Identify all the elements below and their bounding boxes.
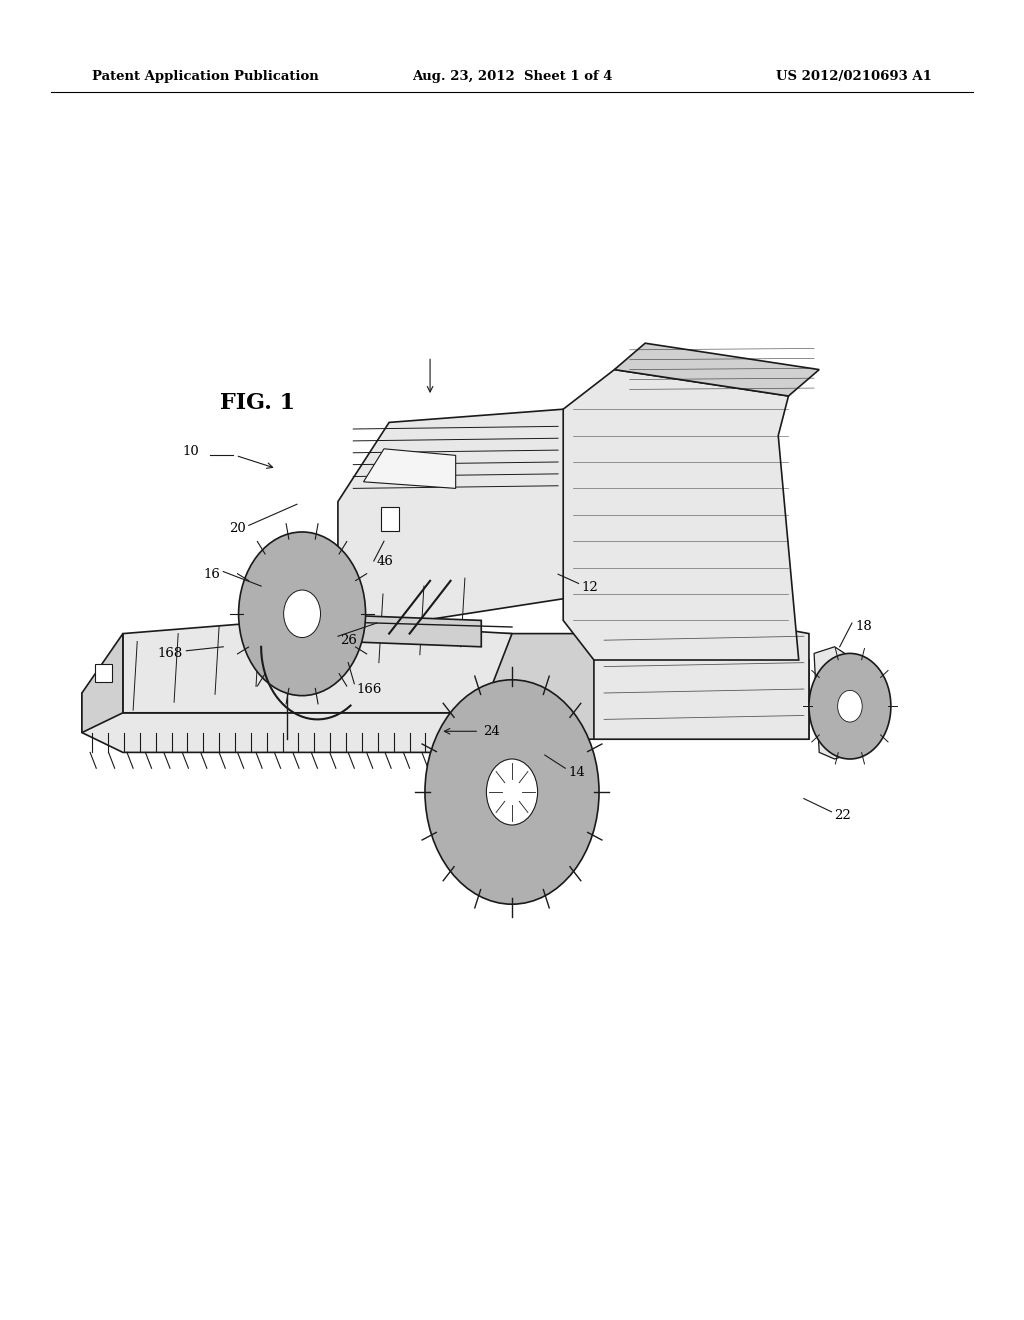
- Polygon shape: [307, 614, 481, 647]
- Circle shape: [838, 690, 862, 722]
- Text: 12: 12: [582, 581, 598, 594]
- Polygon shape: [338, 409, 594, 634]
- Text: 24: 24: [483, 725, 500, 738]
- Circle shape: [284, 590, 321, 638]
- Text: 10: 10: [183, 445, 200, 458]
- Circle shape: [809, 653, 891, 759]
- Polygon shape: [123, 620, 512, 713]
- Text: 26: 26: [340, 634, 356, 647]
- Text: US 2012/0210693 A1: US 2012/0210693 A1: [776, 70, 932, 83]
- Text: Patent Application Publication: Patent Application Publication: [92, 70, 318, 83]
- Polygon shape: [563, 370, 799, 660]
- Polygon shape: [364, 449, 456, 488]
- Text: 18: 18: [855, 620, 871, 634]
- Text: 20: 20: [229, 521, 246, 535]
- Polygon shape: [82, 634, 123, 733]
- Text: 166: 166: [356, 682, 382, 696]
- Polygon shape: [594, 594, 809, 739]
- Text: 14: 14: [568, 766, 585, 779]
- Polygon shape: [82, 693, 481, 752]
- Text: 46: 46: [377, 554, 393, 568]
- Polygon shape: [614, 343, 819, 396]
- Text: 22: 22: [835, 809, 851, 822]
- Polygon shape: [287, 634, 809, 739]
- Circle shape: [425, 680, 599, 904]
- Text: Aug. 23, 2012  Sheet 1 of 4: Aug. 23, 2012 Sheet 1 of 4: [412, 70, 612, 83]
- Text: FIG. 1: FIG. 1: [220, 392, 295, 413]
- Circle shape: [239, 532, 366, 696]
- Circle shape: [486, 759, 538, 825]
- Text: 16: 16: [204, 568, 220, 581]
- Bar: [381, 507, 399, 531]
- Text: 168: 168: [157, 647, 182, 660]
- Bar: [95, 664, 112, 682]
- Polygon shape: [814, 647, 860, 759]
